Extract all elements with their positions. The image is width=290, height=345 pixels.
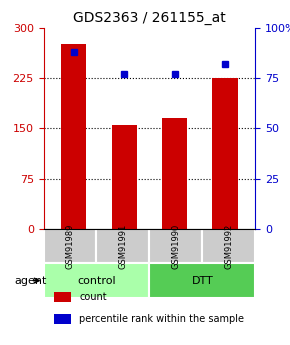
Text: GSM91991: GSM91991 (118, 224, 127, 269)
Text: GSM91992: GSM91992 (224, 224, 233, 269)
Text: GSM91989: GSM91989 (66, 224, 75, 269)
Text: count: count (79, 292, 107, 302)
Bar (112, 125, 137, 229)
Bar (162, 118, 187, 229)
FancyBboxPatch shape (44, 229, 96, 263)
Bar (54, 292, 71, 302)
Bar (212, 78, 238, 229)
FancyBboxPatch shape (96, 229, 149, 263)
Bar (61, 45, 86, 229)
Title: GDS2363 / 261155_at: GDS2363 / 261155_at (73, 11, 226, 25)
FancyBboxPatch shape (202, 229, 255, 263)
FancyBboxPatch shape (149, 229, 202, 263)
Text: percentile rank within the sample: percentile rank within the sample (79, 314, 244, 324)
Text: GSM91990: GSM91990 (171, 224, 180, 269)
Text: agent: agent (14, 276, 47, 286)
Text: control: control (77, 276, 116, 286)
Bar (54, 314, 71, 324)
FancyBboxPatch shape (149, 263, 255, 298)
FancyBboxPatch shape (44, 263, 149, 298)
Text: DTT: DTT (191, 276, 213, 286)
